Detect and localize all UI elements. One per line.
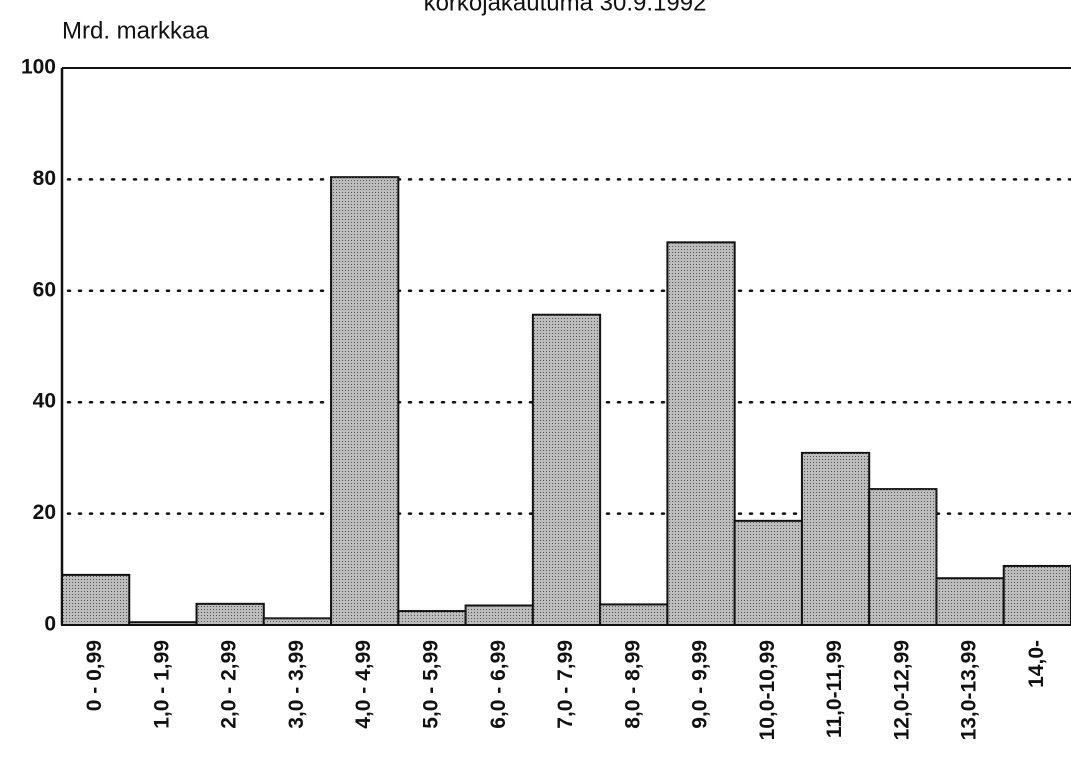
y-tick-label: 80 bbox=[33, 167, 56, 190]
bar bbox=[531, 313, 602, 626]
y-tick-label: 0 bbox=[44, 613, 56, 636]
x-tick-label: 10,0-10,99 bbox=[756, 640, 779, 740]
bar bbox=[599, 603, 669, 626]
x-tick-label: 3,0 - 3,99 bbox=[285, 640, 308, 729]
bar bbox=[330, 176, 400, 626]
x-tick-label: 9,0 - 9,99 bbox=[689, 640, 712, 729]
x-tick-label: 13,0-13,99 bbox=[958, 640, 981, 740]
x-tick-label: 7,0 - 7,99 bbox=[554, 640, 577, 729]
y-tick-label: 100 bbox=[21, 56, 56, 79]
bar bbox=[935, 577, 1005, 626]
x-tick-label: 5,0 - 5,99 bbox=[420, 640, 443, 729]
bar bbox=[868, 488, 938, 627]
bar bbox=[1002, 564, 1071, 627]
x-tick-label: 1,0 - 1,99 bbox=[150, 640, 173, 729]
bar bbox=[464, 604, 534, 627]
x-tick-label: 0 - 0,99 bbox=[83, 640, 106, 711]
y-tick-label: 20 bbox=[33, 501, 56, 524]
x-tick-label: 12,0-12,99 bbox=[890, 640, 913, 740]
x-tick-label: 4,0 - 4,99 bbox=[352, 640, 375, 729]
chart-title: korkojakautuma 30.9.1992 bbox=[424, 0, 707, 16]
y-axis-label: Mrd. markkaa bbox=[62, 17, 209, 44]
x-tick-label: 8,0 - 8,99 bbox=[621, 640, 644, 729]
bar bbox=[666, 241, 736, 626]
y-tick-label: 40 bbox=[33, 390, 56, 413]
x-tick-label: 11,0-11,99 bbox=[823, 640, 846, 738]
x-tick-label: 2,0 - 2,99 bbox=[218, 640, 241, 729]
x-tick-label: 14,0- bbox=[1025, 640, 1048, 688]
bar bbox=[800, 451, 871, 626]
bar bbox=[733, 519, 803, 626]
y-tick-label: 60 bbox=[33, 278, 56, 301]
bar bbox=[61, 573, 131, 626]
x-tick-label: 6,0 - 6,99 bbox=[487, 640, 510, 729]
bar bbox=[195, 602, 265, 626]
bar bbox=[397, 610, 467, 627]
bar bbox=[262, 617, 333, 626]
